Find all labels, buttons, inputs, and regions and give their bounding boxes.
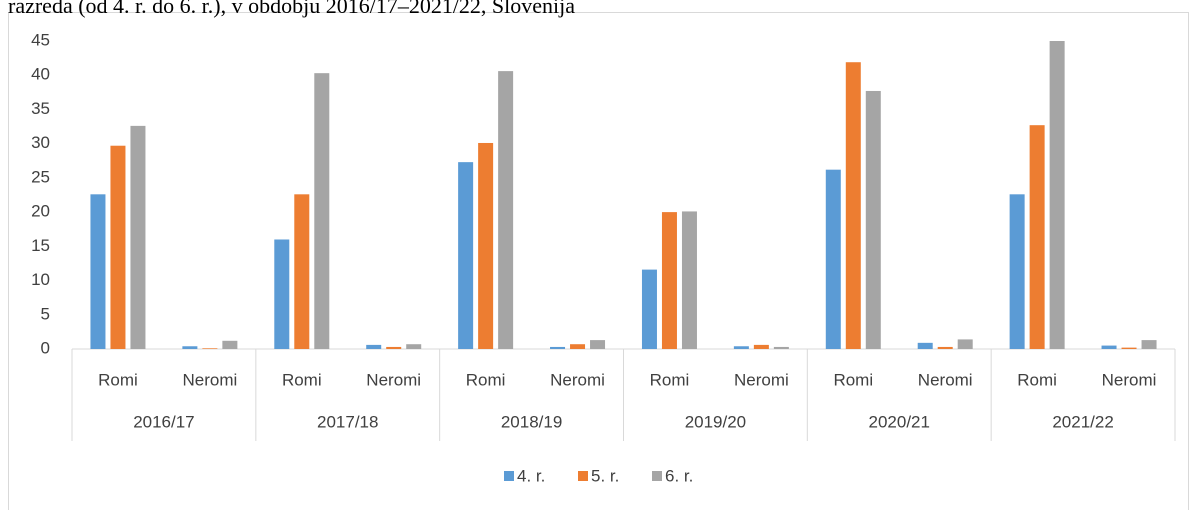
x-tick-label: Romi xyxy=(1017,370,1057,389)
bar xyxy=(753,344,769,349)
bar xyxy=(274,239,290,349)
bar xyxy=(590,340,606,349)
y-tick-label: 25 xyxy=(31,167,50,186)
chart-title: razreda (od 4. r. do 6. r.), v obdobju 2… xyxy=(8,0,575,18)
legend-label: 4. r. xyxy=(517,466,545,485)
bar xyxy=(1101,345,1117,349)
legend-swatch xyxy=(504,471,514,481)
bar xyxy=(110,145,126,349)
bar xyxy=(294,194,310,349)
bar xyxy=(498,71,514,350)
x-group-label: 2020/21 xyxy=(869,412,930,431)
bar xyxy=(550,346,566,349)
bar xyxy=(314,73,330,350)
bar xyxy=(937,346,953,349)
bar xyxy=(130,125,146,349)
legend-label: 6. r. xyxy=(665,466,693,485)
bar xyxy=(641,269,657,349)
bar xyxy=(825,169,841,349)
bar xyxy=(917,342,933,349)
x-group-label: 2016/17 xyxy=(133,412,194,431)
bar xyxy=(1141,340,1157,349)
y-tick-label: 30 xyxy=(31,133,50,152)
x-tick-label: Neromi xyxy=(550,370,605,389)
y-tick-label: 40 xyxy=(31,65,50,84)
y-tick-label: 35 xyxy=(31,99,50,118)
x-tick-label: Neromi xyxy=(918,370,973,389)
x-group-label: 2018/19 xyxy=(501,412,562,431)
x-tick-label: Neromi xyxy=(734,370,789,389)
bar xyxy=(661,212,677,349)
bar xyxy=(1029,125,1045,349)
y-tick-label: 20 xyxy=(31,202,50,221)
bar xyxy=(406,344,422,349)
bar xyxy=(1121,347,1137,349)
bar xyxy=(1009,194,1025,349)
bar xyxy=(957,339,973,349)
bar xyxy=(222,340,238,349)
bar xyxy=(386,346,402,349)
bar xyxy=(366,344,382,349)
x-tick-label: Romi xyxy=(466,370,506,389)
y-tick-label: 15 xyxy=(31,236,50,255)
legend-label: 5. r. xyxy=(591,466,619,485)
chart-frame xyxy=(8,12,1189,510)
bar xyxy=(1049,41,1065,349)
bar xyxy=(570,344,586,349)
x-tick-label: Romi xyxy=(282,370,322,389)
y-tick-label: 10 xyxy=(31,270,50,289)
y-tick-label: 45 xyxy=(31,30,50,49)
bar xyxy=(733,346,749,349)
bar xyxy=(478,142,494,349)
legend-swatch xyxy=(652,471,662,481)
x-tick-label: Romi xyxy=(833,370,873,389)
bar xyxy=(182,346,198,349)
x-tick-label: Romi xyxy=(98,370,138,389)
x-group-label: 2019/20 xyxy=(685,412,746,431)
x-group-label: 2021/22 xyxy=(1052,412,1113,431)
x-group-label: 2017/18 xyxy=(317,412,378,431)
bar xyxy=(865,90,881,349)
y-tick-label: 5 xyxy=(41,304,50,323)
x-tick-label: Neromi xyxy=(366,370,421,389)
bar xyxy=(458,162,474,349)
legend-swatch xyxy=(578,471,588,481)
x-tick-label: Romi xyxy=(650,370,690,389)
x-tick-label: Neromi xyxy=(1102,370,1157,389)
bar xyxy=(773,346,789,349)
bar xyxy=(845,62,861,350)
y-tick-label: 0 xyxy=(41,338,50,357)
bar xyxy=(681,211,697,349)
x-tick-label: Neromi xyxy=(182,370,237,389)
bar xyxy=(90,194,106,349)
bar xyxy=(202,348,218,349)
